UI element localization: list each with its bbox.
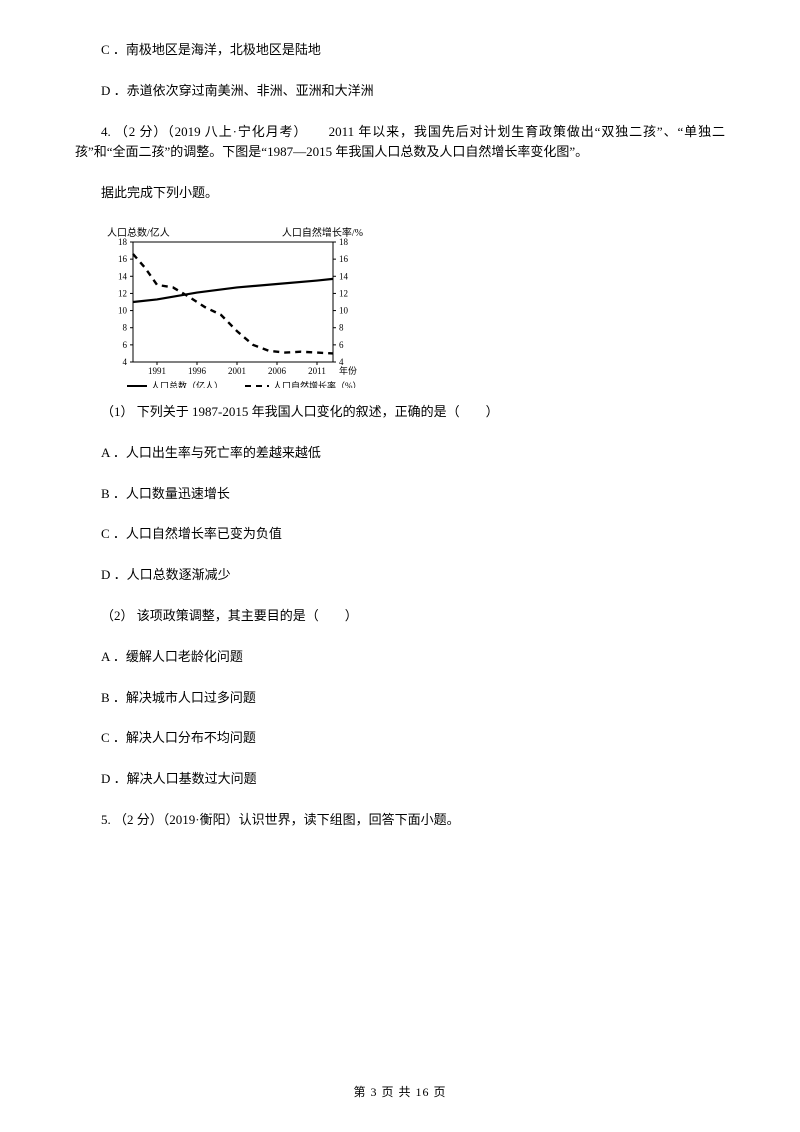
svg-text:12: 12 [339,288,348,298]
svg-text:16: 16 [339,254,349,264]
svg-text:4: 4 [123,357,128,367]
svg-text:2001: 2001 [228,366,246,376]
q4-sub1-opt-b: B ．人口数量迅速增长 [75,484,725,505]
population-chart: 人口总数/亿人 人口自然增长率/% 4466881010121214141616… [103,224,363,388]
svg-text:2011: 2011 [308,366,326,376]
svg-text:8: 8 [339,323,344,333]
q4-sub1-opt-a: A ．人口出生率与死亡率的差越来越低 [75,443,725,464]
footer-suffix: 页 [434,1085,447,1099]
prev-option-d: D ．赤道依次穿过南美洲、非洲、亚洲和大洋洲 [75,81,725,102]
q4-sub2: （2） 该项政策调整，其主要目的是（ ） [75,606,725,627]
q4-sub1: （1） 下列关于 1987-2015 年我国人口变化的叙述，正确的是（ ） [75,402,725,423]
svg-text:1991: 1991 [148,366,166,376]
chart-left-axis-title: 人口总数/亿人 [107,226,170,242]
svg-text:人口总数（亿人）: 人口总数（亿人） [151,380,223,388]
q5-stem: 5. （2 分）（2019·衡阳）认识世界，读下组图，回答下面小题。 [75,810,725,831]
page-footer: 第 3 页 共 16 页 [0,1083,800,1102]
svg-text:人口自然增长率（%）: 人口自然增长率（%） [273,380,362,388]
svg-text:14: 14 [339,271,349,281]
svg-text:6: 6 [339,340,344,350]
svg-text:8: 8 [123,323,128,333]
svg-text:10: 10 [118,306,128,316]
footer-prefix: 第 [353,1085,366,1099]
svg-text:14: 14 [118,271,128,281]
q4-stem-cont: 据此完成下列小题。 [75,183,725,204]
q4-sub2-opt-a: A ．缓解人口老龄化问题 [75,647,725,668]
q4-sub2-opt-d: D ．解决人口基数过大问题 [75,769,725,790]
svg-text:6: 6 [123,340,128,350]
q4-sub2-opt-b: B ．解决城市人口过多问题 [75,688,725,709]
q4-sub2-opt-c: C ．解决人口分布不均问题 [75,728,725,749]
q4-sub1-opt-d: D ．人口总数逐渐减少 [75,565,725,586]
chart-right-axis-title: 人口自然增长率/% [282,226,363,242]
chart-svg: 4466881010121214141616181819911996200120… [103,224,363,388]
svg-text:1996: 1996 [188,366,207,376]
prev-option-c: C ．南极地区是海洋，北极地区是陆地 [75,40,725,61]
q4-stem: 4. （2 分）（2019 八上·宁化月考） 2011 年以来，我国先后对计划生… [75,122,725,164]
svg-text:12: 12 [118,288,127,298]
footer-page-total: 16 [416,1085,430,1099]
q4-sub1-opt-c: C ．人口自然增长率已变为负值 [75,524,725,545]
svg-text:10: 10 [339,306,349,316]
footer-page-current: 3 [370,1085,377,1099]
footer-mid: 页 共 [381,1085,411,1099]
svg-text:16: 16 [118,254,128,264]
svg-text:年份: 年份 [339,365,357,376]
svg-text:2006: 2006 [268,366,287,376]
